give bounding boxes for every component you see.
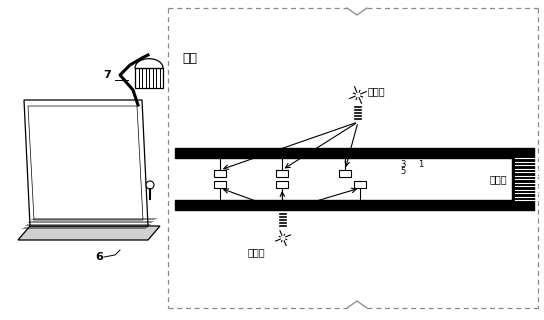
Bar — [214, 170, 226, 177]
Circle shape — [146, 181, 154, 189]
Text: 3: 3 — [400, 160, 405, 169]
Bar — [339, 170, 351, 177]
Polygon shape — [28, 106, 143, 220]
Bar — [354, 181, 366, 188]
Text: 掌子面: 掌子面 — [490, 174, 508, 184]
Bar — [276, 170, 288, 177]
Polygon shape — [18, 226, 160, 240]
Text: 5: 5 — [400, 167, 405, 176]
Text: 围岩: 围岩 — [182, 52, 197, 65]
Polygon shape — [24, 100, 148, 226]
Bar — [214, 181, 226, 188]
Text: 6: 6 — [95, 252, 103, 262]
Text: 1: 1 — [418, 160, 423, 169]
Text: 7: 7 — [103, 70, 111, 80]
Bar — [276, 181, 288, 188]
Text: 微震源: 微震源 — [248, 247, 265, 257]
Text: 微震源: 微震源 — [368, 86, 386, 96]
Bar — [135, 68, 163, 88]
